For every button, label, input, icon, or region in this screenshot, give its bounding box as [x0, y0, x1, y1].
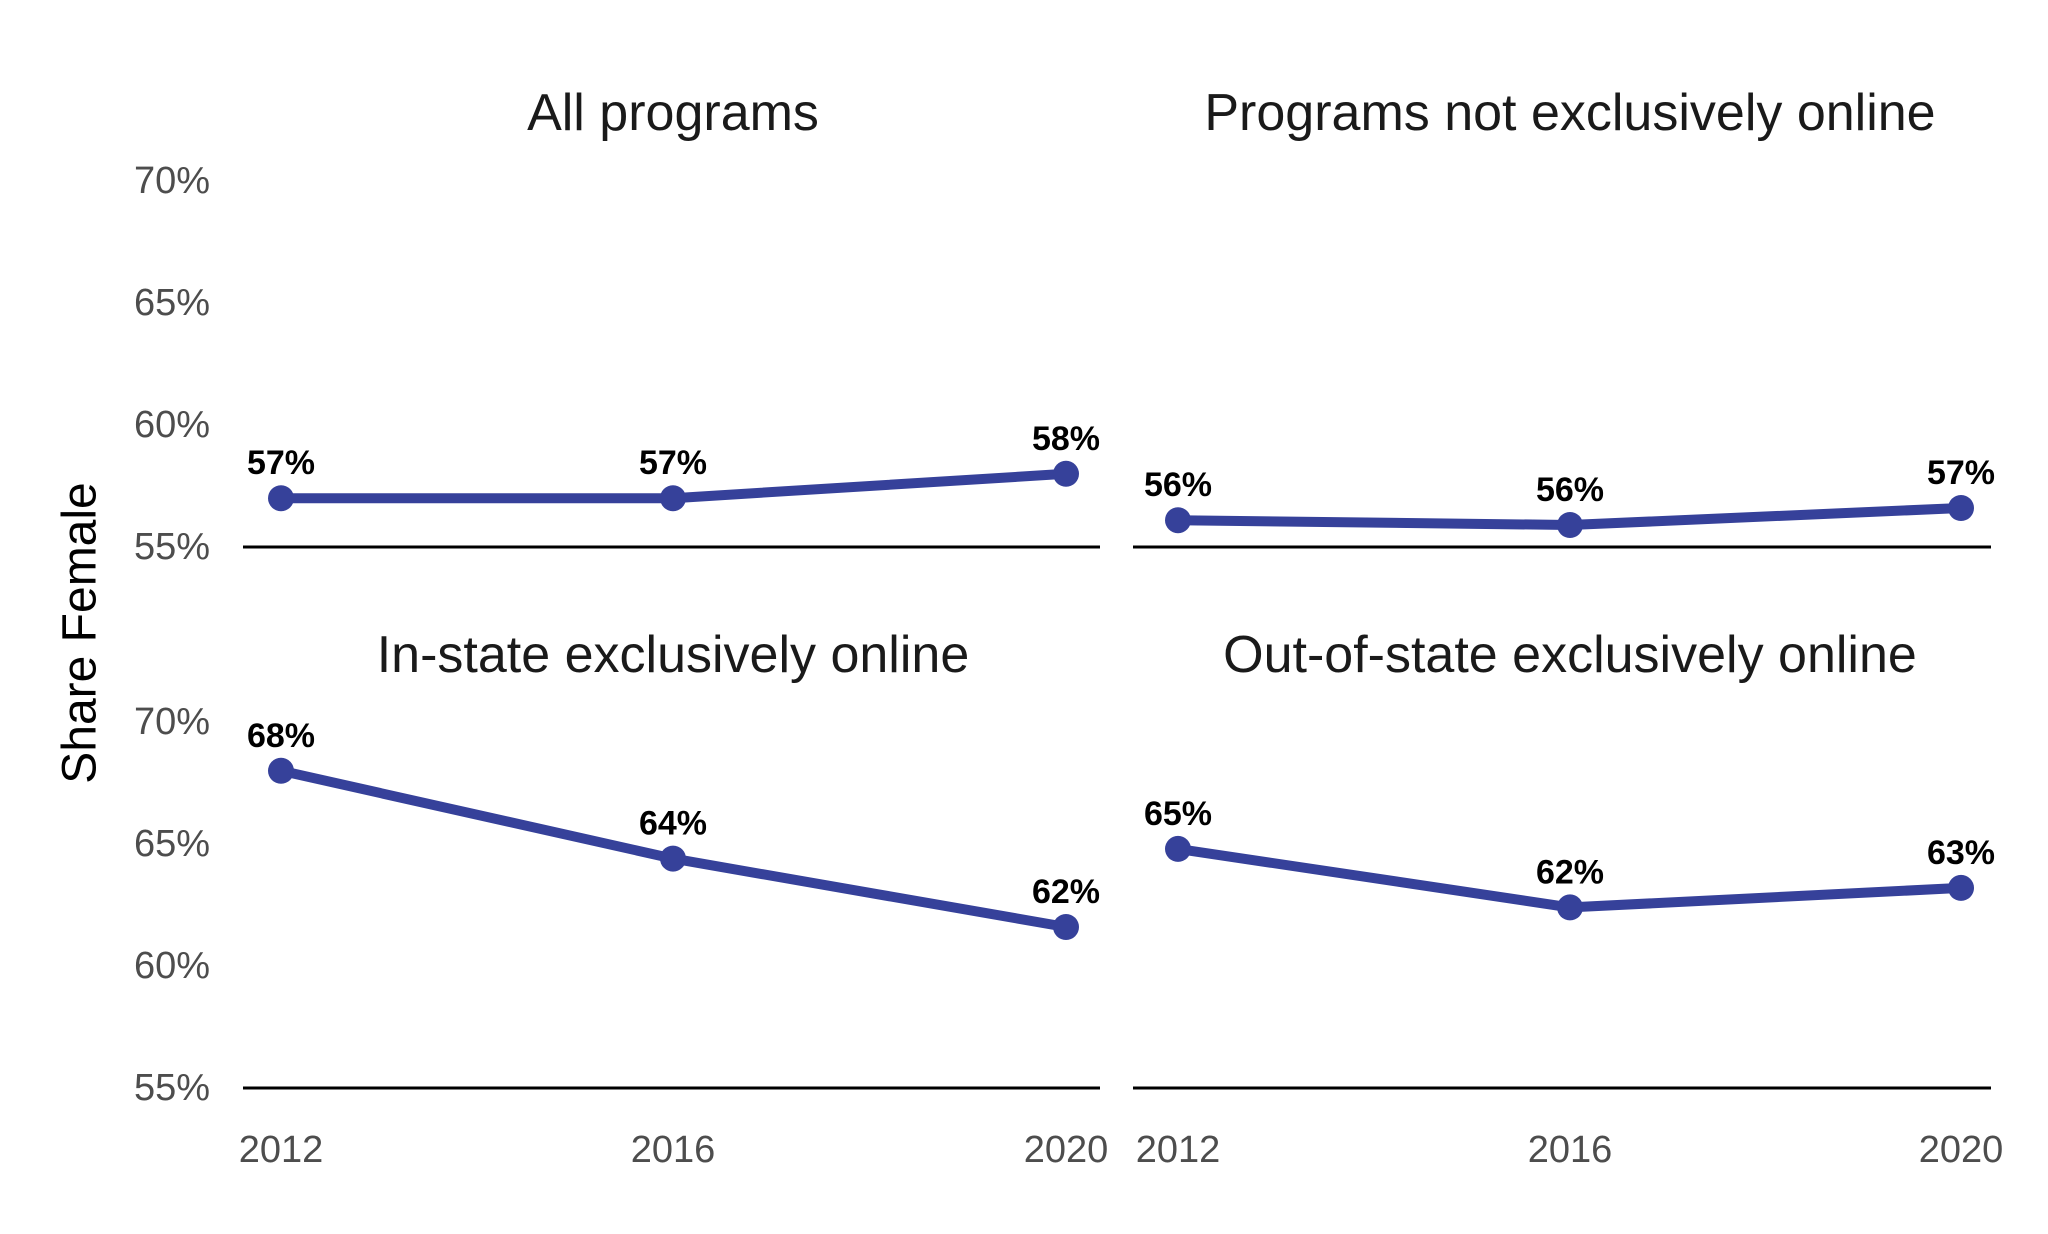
x-tick-label: 2012	[239, 1129, 324, 1171]
data-point-marker[interactable]	[660, 845, 686, 872]
data-point-label: 65%	[1144, 795, 1212, 833]
data-point-label: 62%	[1032, 873, 1100, 911]
data-point-marker[interactable]	[660, 485, 686, 512]
data-point-label: 63%	[1927, 834, 1995, 872]
panel-in-state-exclusively-online: In-state exclusively online 68% 64% 62%	[243, 626, 1100, 1090]
data-point-label: 62%	[1536, 853, 1604, 891]
x-axis-ticks-right: 2012 2016 2020	[1136, 1129, 2004, 1171]
y-tick-label: 65%	[134, 282, 210, 324]
y-tick-label: 60%	[134, 404, 210, 446]
y-axis-title: Share Female	[54, 482, 107, 783]
y-tick-label: 55%	[134, 1067, 210, 1109]
data-point-marker[interactable]	[268, 485, 294, 512]
panel-programs-not-exclusively-online: Programs not exclusively online 56% 56% 57%	[1133, 84, 1995, 549]
y-tick-label: 70%	[134, 160, 210, 202]
x-tick-label: 2016	[1528, 1129, 1613, 1171]
panel-title: Programs not exclusively online	[1204, 84, 1935, 142]
data-point-label: 57%	[247, 444, 315, 482]
x-tick-label: 2020	[1919, 1129, 2004, 1171]
x-tick-label: 2020	[1024, 1129, 1109, 1171]
data-point-marker[interactable]	[1948, 495, 1974, 521]
data-point-marker[interactable]	[1557, 894, 1583, 921]
data-point-marker[interactable]	[1053, 460, 1079, 487]
data-point-label: 57%	[639, 444, 707, 482]
panel-title: Out-of-state exclusively online	[1223, 626, 1917, 684]
panel-out-of-state-exclusively-online: Out-of-state exclusively online 65% 62% 63%	[1133, 626, 1995, 1090]
data-point-label: 68%	[247, 717, 315, 755]
y-tick-label: 65%	[134, 823, 210, 865]
panel-title: All programs	[527, 84, 819, 142]
x-tick-label: 2016	[631, 1129, 716, 1171]
data-point-marker[interactable]	[268, 757, 294, 784]
y-tick-label: 70%	[134, 701, 210, 743]
y-axis-ticks-bottom: 55% 60% 65% 70%	[134, 701, 210, 1109]
y-tick-label: 55%	[134, 526, 210, 568]
panel-all-programs: All programs 57% 57% 58%	[243, 84, 1100, 549]
y-axis-ticks-top: 55% 60% 65% 70%	[134, 160, 210, 568]
data-point-label: 56%	[1144, 466, 1212, 504]
data-point-marker[interactable]	[1557, 512, 1583, 538]
x-axis-ticks-left: 2012 2016 2020	[239, 1129, 1109, 1171]
panel-title: In-state exclusively online	[377, 626, 970, 684]
data-point-label: 56%	[1536, 471, 1604, 509]
data-point-marker[interactable]	[1165, 835, 1191, 862]
data-point-marker[interactable]	[1165, 507, 1191, 534]
data-point-label: 64%	[639, 805, 707, 843]
data-point-label: 58%	[1032, 420, 1100, 458]
y-tick-label: 60%	[134, 945, 210, 987]
data-point-marker[interactable]	[1053, 914, 1079, 940]
data-point-marker[interactable]	[1948, 874, 1974, 901]
data-point-label: 57%	[1927, 454, 1995, 492]
x-tick-label: 2012	[1136, 1129, 1221, 1171]
